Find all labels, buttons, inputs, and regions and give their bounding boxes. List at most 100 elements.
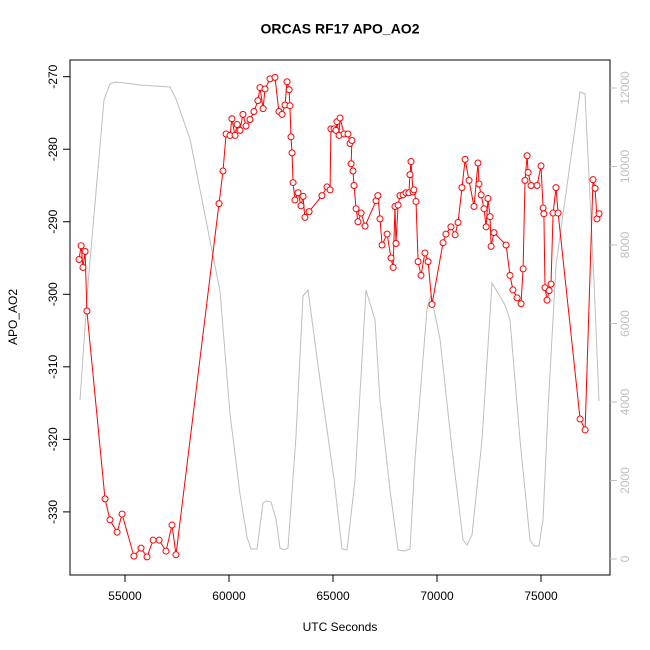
point: [289, 179, 297, 187]
point: [392, 240, 400, 248]
point: [394, 201, 402, 209]
point: [250, 108, 258, 115]
point: [407, 158, 415, 166]
y-tick-label: -310: [46, 354, 60, 378]
point: [79, 263, 87, 271]
point: [326, 186, 334, 194]
point: [487, 242, 495, 250]
point: [336, 114, 344, 122]
point: [130, 552, 138, 560]
point: [506, 271, 514, 279]
point: [484, 195, 492, 203]
point: [287, 133, 295, 141]
point: [231, 131, 239, 139]
x-tick-label: 60000: [212, 589, 246, 603]
point: [106, 516, 114, 524]
y-tick-label: -300: [46, 282, 60, 306]
x-tick-label: 55000: [108, 589, 142, 603]
point: [291, 196, 299, 204]
point: [344, 130, 352, 138]
point: [228, 115, 236, 123]
point: [517, 300, 525, 308]
point: [332, 126, 340, 134]
y2-tick-label: 0: [618, 555, 632, 562]
point: [149, 536, 157, 544]
y2-tick-label: 8000: [618, 231, 632, 258]
point: [439, 239, 447, 247]
point: [349, 167, 357, 175]
point: [155, 536, 163, 544]
point: [376, 215, 384, 223]
x-tick-label: 70000: [420, 589, 454, 603]
y-tick-label: -270: [46, 64, 60, 88]
point: [519, 265, 527, 273]
y-tick-label: -290: [46, 209, 60, 233]
point: [233, 121, 241, 129]
point: [428, 300, 436, 308]
point: [271, 73, 279, 81]
point: [294, 189, 302, 197]
point: [465, 176, 473, 184]
x-tick-label: 65000: [316, 589, 350, 603]
point: [299, 192, 307, 200]
point: [490, 229, 498, 237]
point: [442, 230, 450, 238]
point: [357, 209, 365, 217]
point: [383, 230, 391, 238]
point: [350, 181, 358, 189]
point: [219, 167, 227, 175]
point: [406, 171, 414, 179]
point: [524, 168, 532, 176]
point: [143, 553, 151, 561]
point: [168, 521, 176, 529]
point: [283, 78, 291, 86]
point: [242, 122, 250, 130]
point: [261, 85, 269, 93]
point: [81, 247, 89, 255]
point: [486, 213, 494, 221]
point: [447, 223, 455, 231]
point: [215, 200, 223, 208]
point: [75, 255, 83, 263]
point: [236, 126, 244, 134]
point: [246, 115, 254, 123]
y2-tick-label: 2000: [618, 467, 632, 494]
y-tick-label: -320: [46, 427, 60, 451]
point: [527, 181, 535, 189]
point: [513, 294, 521, 302]
point: [475, 180, 483, 188]
point: [162, 547, 170, 555]
series-line: [78, 76, 600, 558]
point: [552, 184, 560, 192]
point: [458, 184, 466, 192]
point: [421, 249, 429, 257]
point: [412, 197, 420, 205]
point: [480, 205, 488, 213]
point: [389, 263, 397, 271]
x-tick-label: 75000: [524, 589, 558, 603]
point: [305, 208, 313, 216]
point: [387, 254, 395, 262]
series-line: [79, 81, 600, 552]
point: [543, 296, 551, 304]
point: [595, 210, 603, 218]
point: [474, 159, 482, 167]
point: [414, 258, 422, 266]
point: [118, 510, 126, 518]
point: [537, 162, 545, 170]
point: [347, 160, 355, 168]
point: [288, 149, 296, 157]
y2-tick-label: 10000: [618, 149, 632, 183]
point: [410, 186, 418, 194]
y-tick-label: -280: [46, 137, 60, 161]
point: [297, 202, 305, 210]
point: [286, 102, 294, 110]
point: [285, 86, 293, 94]
point: [83, 307, 91, 315]
point: [589, 176, 597, 184]
y-tick-label: -330: [46, 500, 60, 524]
point: [461, 155, 469, 163]
point: [361, 222, 369, 230]
